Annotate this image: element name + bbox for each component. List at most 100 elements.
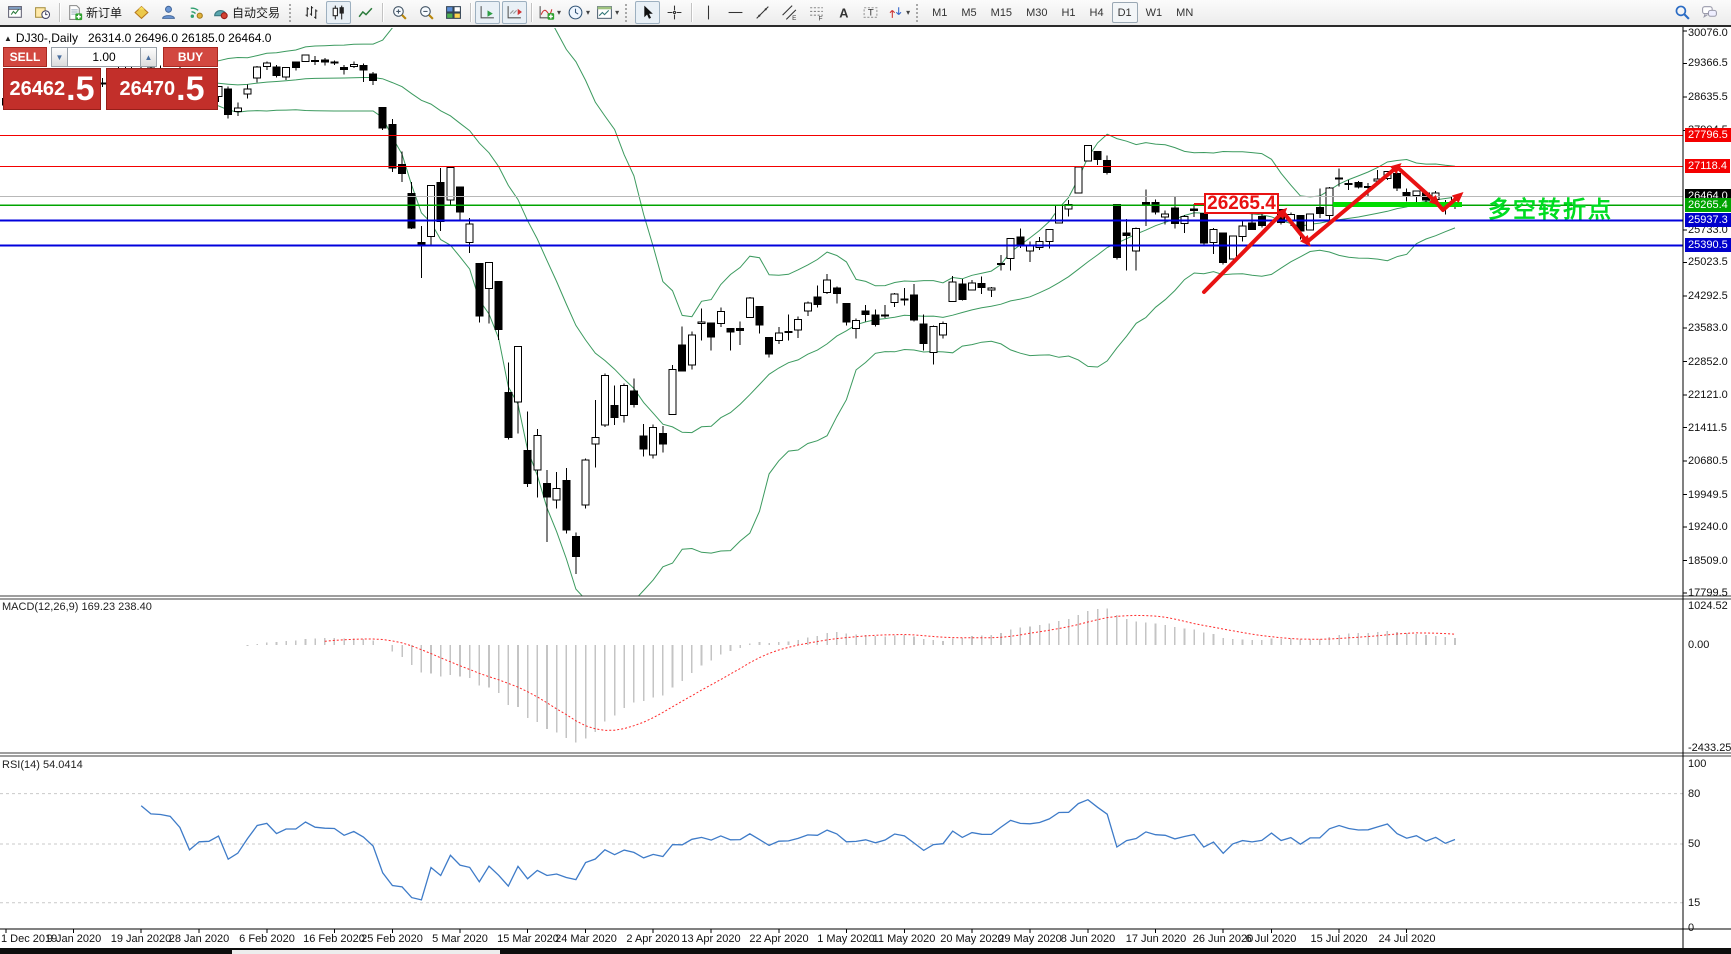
chat-button[interactable] <box>1697 1 1722 24</box>
timeframe-m30-button[interactable]: M30 <box>1026 6 1048 19</box>
drawn-annotations <box>1194 163 1464 294</box>
toolbar-grip <box>625 3 630 22</box>
text-icon: A <box>835 4 852 21</box>
buy-price[interactable]: 26470.5 <box>106 68 218 110</box>
auto-scroll-icon <box>479 4 496 21</box>
toolbar-separator <box>382 3 384 22</box>
line-chart-button[interactable] <box>353 1 378 24</box>
tile-windows-icon <box>445 4 462 21</box>
vertical-line-button[interactable] <box>696 1 721 24</box>
chat-icon <box>1701 4 1718 21</box>
tile-windows-button[interactable] <box>441 1 466 24</box>
templates-dropdown-arrow[interactable]: ▾ <box>615 8 620 17</box>
timeframe-h4-button[interactable]: H4 <box>1089 6 1104 19</box>
mql5-community-button[interactable] <box>156 1 181 24</box>
timeframe-d1-button[interactable]: D1 <box>1111 2 1138 23</box>
candlestick-chart-button[interactable] <box>326 1 352 24</box>
toolbar-grip <box>289 3 294 22</box>
periods-button[interactable]: ▾ <box>565 1 592 24</box>
zigzag-arrowhead <box>1451 192 1464 204</box>
candlestick-chart-icon <box>330 4 347 21</box>
support-bar <box>1333 202 1462 207</box>
volume-spinner: ▼ 1.00 ▲ <box>51 47 157 67</box>
rsi-line <box>140 798 1456 901</box>
zoom-out-button[interactable] <box>414 1 439 24</box>
zoom-in-button[interactable] <box>387 1 412 24</box>
annotation-note-text[interactable]: 多空转折点 <box>1488 196 1613 222</box>
macd-histogram <box>246 608 1456 743</box>
text-label-button[interactable]: T <box>858 1 883 24</box>
svg-text:E: E <box>792 15 796 21</box>
equidistant-channel-button[interactable]: E <box>777 1 802 24</box>
macd-pane <box>246 608 1456 743</box>
volume-decrease-button[interactable]: ▼ <box>51 47 68 67</box>
search-button[interactable] <box>1670 1 1695 24</box>
trendline-button[interactable] <box>750 1 775 24</box>
periods-dropdown-arrow[interactable]: ▾ <box>586 8 591 17</box>
chart-shift-button[interactable] <box>502 1 528 24</box>
mql5-community-icon <box>160 4 177 21</box>
autotrading-button[interactable]: 自动交易 <box>210 1 285 24</box>
level-lines <box>0 134 1683 247</box>
svg-text:F: F <box>819 15 823 21</box>
autotrading-icon <box>212 4 229 21</box>
horizontal-line-button[interactable] <box>723 1 748 24</box>
sell-price[interactable]: 26462.5 <box>3 68 101 110</box>
buy-price-main: 26470 <box>119 77 176 100</box>
svg-text:T: T <box>868 7 874 18</box>
toolbar-grip <box>916 3 921 22</box>
auto-scroll-button[interactable] <box>475 1 501 24</box>
symbol-info-line: ▲ DJ30-,Daily 26314.0 26496.0 26185.0 2646… <box>4 31 271 45</box>
timeframe-w1-button[interactable]: W1 <box>1145 6 1163 19</box>
symbol-ohlc-values: 26314.0 26496.0 26185.0 26464.0 <box>87 31 272 45</box>
timeframe-m5-button[interactable]: M5 <box>961 6 977 19</box>
chart-shift-icon <box>506 4 523 21</box>
templates-button[interactable]: ▾ <box>594 1 621 24</box>
signals-button[interactable] <box>183 1 208 24</box>
bar-chart-button[interactable] <box>299 1 324 24</box>
crosshair-icon <box>666 4 683 21</box>
volume-increase-button[interactable]: ▲ <box>140 47 157 67</box>
cursor-button[interactable] <box>635 1 661 24</box>
new-chart-button[interactable] <box>3 1 28 24</box>
bar-chart-icon <box>303 4 320 21</box>
vertical-line-icon <box>700 4 717 21</box>
indicators-dropdown-arrow[interactable]: ▾ <box>557 8 562 17</box>
macd-indicator-label: MACD(12,26,9) 169.23 238.40 <box>2 601 152 613</box>
bottom-strip-segment <box>232 950 500 954</box>
buy-price-pips: .5 <box>176 70 205 108</box>
signals-icon <box>187 4 204 21</box>
sell-price-main: 26462 <box>9 77 66 100</box>
metaeditor-button[interactable] <box>129 1 154 24</box>
search-icon <box>1674 4 1691 21</box>
zigzag-arrowhead <box>1428 194 1441 207</box>
toolbar-separator <box>470 3 472 22</box>
arrows-button[interactable]: ▾ <box>885 1 912 24</box>
timeframe-mn-button[interactable]: MN <box>1176 6 1194 19</box>
indicators-button[interactable]: ▾ <box>536 1 563 24</box>
new-order-button[interactable]: 新订单 <box>64 1 127 24</box>
buy-button[interactable]: BUY <box>163 47 218 67</box>
timeframe-m1-button[interactable]: M1 <box>932 6 948 19</box>
fibonacci-button[interactable]: F <box>804 1 829 24</box>
new-order-icon <box>66 4 83 21</box>
horizontal-line-icon <box>727 4 744 21</box>
rsi-pane <box>0 793 1683 904</box>
sell-button[interactable]: SELL <box>3 47 47 67</box>
volume-input[interactable]: 1.00 <box>68 47 140 67</box>
svg-text:A: A <box>839 5 848 20</box>
timeframe-h1-button[interactable]: H1 <box>1061 6 1076 19</box>
price-callout-box[interactable]: 26265.4 <box>1204 193 1279 214</box>
text-button[interactable]: A <box>831 1 856 24</box>
toolbar: 新订单 自动交易 ▾ ▾ ▾ E F A T ▾ M1 M5 M15 M30 H1 H4 D1 W1 MN <box>0 0 1731 27</box>
trendline-icon <box>754 4 771 21</box>
arrows-dropdown-arrow[interactable]: ▾ <box>906 8 911 17</box>
equidistant-channel-icon: E <box>781 4 798 21</box>
profiles-button[interactable] <box>30 1 55 24</box>
one-click-collapse-arrow[interactable]: ▲ <box>4 34 12 43</box>
bottom-strip <box>0 948 1731 954</box>
crosshair-button[interactable] <box>662 1 687 24</box>
sell-price-pips: .5 <box>66 70 95 108</box>
timeframe-m15-button[interactable]: M15 <box>990 6 1013 19</box>
